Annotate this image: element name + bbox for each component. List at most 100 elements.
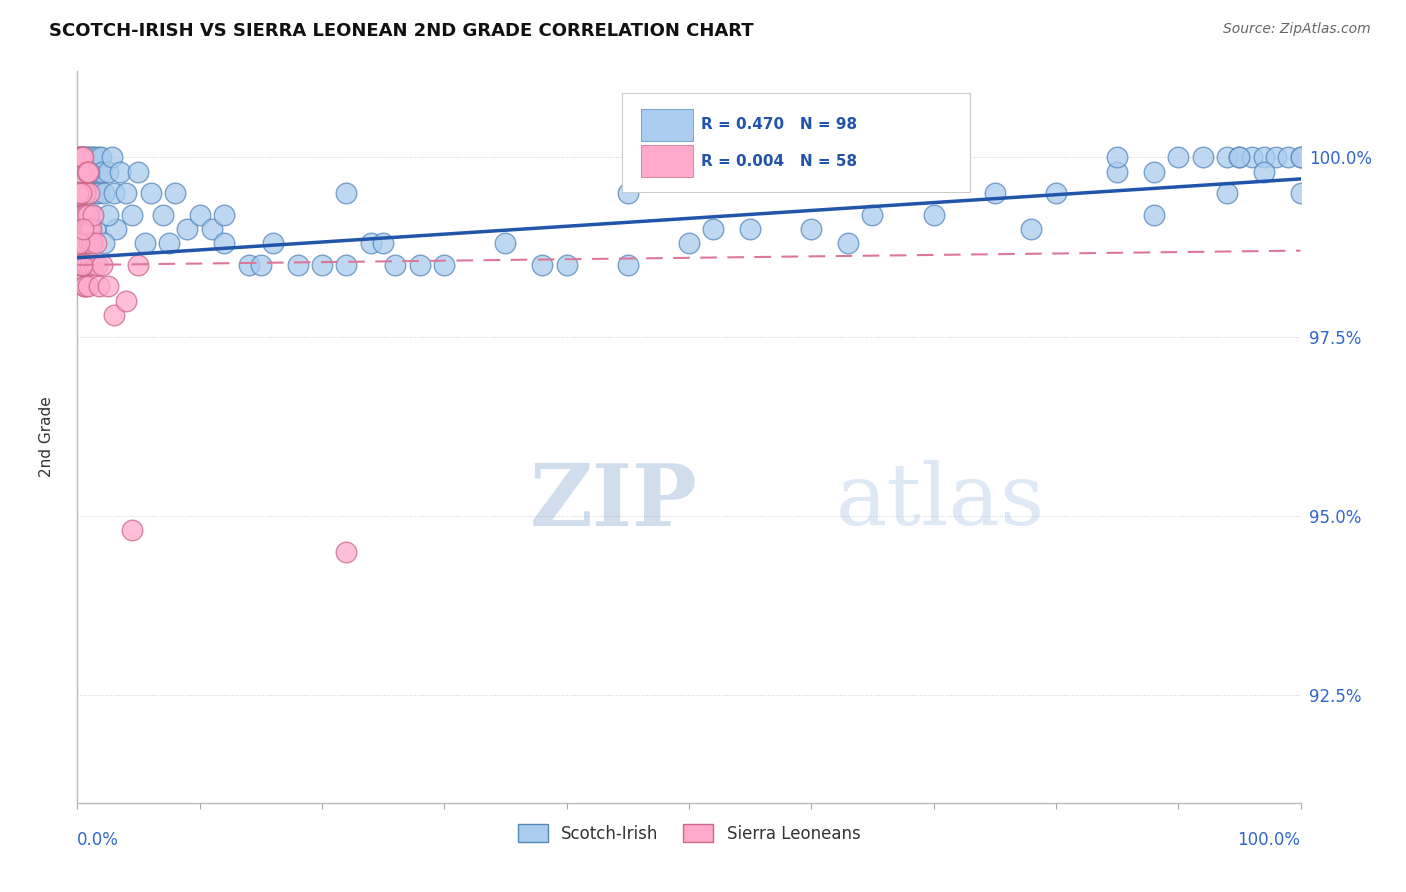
- Point: [93, 186, 115, 201]
- Point: [73, 186, 96, 201]
- Point: [76, 258, 98, 272]
- Point: [66, 150, 89, 164]
- Point: [72, 208, 94, 222]
- Point: [70, 208, 93, 222]
- Text: R = 0.004   N = 58: R = 0.004 N = 58: [702, 153, 858, 169]
- Point: [72, 208, 94, 222]
- Point: [1107, 165, 1129, 179]
- Point: [371, 236, 394, 251]
- Point: [103, 186, 125, 201]
- Point: [152, 208, 174, 222]
- Point: [69, 258, 91, 272]
- Point: [86, 165, 108, 179]
- Point: [287, 258, 309, 272]
- Point: [72, 222, 94, 236]
- Point: [73, 279, 96, 293]
- Point: [97, 208, 120, 222]
- Point: [77, 222, 100, 236]
- Point: [617, 258, 640, 272]
- Legend: Scotch-Irish, Sierra Leoneans: Scotch-Irish, Sierra Leoneans: [510, 818, 868, 849]
- Point: [75, 222, 97, 236]
- Point: [800, 222, 823, 236]
- Point: [433, 258, 456, 272]
- Text: Source: ZipAtlas.com: Source: ZipAtlas.com: [1223, 22, 1371, 37]
- Point: [70, 258, 93, 272]
- Point: [311, 258, 333, 272]
- Point: [76, 222, 98, 236]
- Point: [1229, 150, 1251, 164]
- Point: [335, 258, 357, 272]
- Point: [984, 186, 1007, 201]
- Point: [97, 279, 120, 293]
- Point: [83, 258, 105, 272]
- Point: [80, 208, 103, 222]
- Point: [89, 279, 111, 293]
- Point: [69, 258, 91, 272]
- Text: 2nd Grade: 2nd Grade: [39, 397, 55, 477]
- Point: [862, 208, 884, 222]
- Point: [80, 222, 103, 236]
- Point: [157, 236, 180, 251]
- Point: [121, 524, 143, 538]
- Point: [82, 208, 104, 222]
- Point: [73, 208, 96, 222]
- Point: [201, 222, 224, 236]
- Point: [76, 258, 98, 272]
- Point: [80, 186, 103, 201]
- Point: [69, 165, 91, 179]
- Point: [79, 222, 101, 236]
- Point: [79, 150, 101, 164]
- Point: [1253, 150, 1275, 164]
- Point: [1167, 150, 1189, 164]
- Point: [212, 236, 235, 251]
- Point: [72, 236, 94, 251]
- Point: [121, 208, 143, 222]
- Point: [70, 150, 93, 164]
- Point: [77, 165, 100, 179]
- Point: [837, 236, 859, 251]
- Point: [89, 186, 111, 201]
- Point: [73, 186, 96, 201]
- Point: [76, 208, 98, 222]
- Point: [531, 258, 554, 272]
- Point: [72, 150, 94, 164]
- Point: [495, 236, 517, 251]
- Point: [70, 150, 93, 164]
- Point: [69, 150, 91, 164]
- Point: [115, 186, 138, 201]
- Point: [1143, 208, 1166, 222]
- Point: [70, 186, 93, 201]
- Point: [84, 236, 107, 251]
- Point: [73, 186, 96, 201]
- Point: [740, 222, 762, 236]
- Point: [250, 258, 273, 272]
- Point: [75, 208, 97, 222]
- Point: [80, 236, 103, 251]
- Point: [80, 150, 103, 164]
- Point: [76, 236, 98, 251]
- Point: [73, 186, 96, 201]
- Point: [76, 165, 98, 179]
- Point: [69, 222, 91, 236]
- Point: [100, 150, 122, 164]
- Point: [87, 150, 110, 164]
- Point: [77, 236, 100, 251]
- Point: [86, 258, 108, 272]
- Point: [67, 236, 90, 251]
- Point: [1265, 150, 1288, 164]
- Text: SCOTCH-IRISH VS SIERRA LEONEAN 2ND GRADE CORRELATION CHART: SCOTCH-IRISH VS SIERRA LEONEAN 2ND GRADE…: [49, 22, 754, 40]
- Point: [1021, 222, 1043, 236]
- Point: [72, 150, 94, 164]
- Point: [555, 258, 578, 272]
- Text: atlas: atlas: [835, 460, 1045, 543]
- Point: [212, 208, 235, 222]
- Point: [409, 258, 432, 272]
- Point: [922, 208, 945, 222]
- Point: [1143, 165, 1166, 179]
- Point: [73, 236, 96, 251]
- Point: [678, 236, 700, 251]
- Point: [69, 186, 91, 201]
- Point: [82, 165, 104, 179]
- Point: [79, 186, 101, 201]
- FancyBboxPatch shape: [641, 109, 693, 141]
